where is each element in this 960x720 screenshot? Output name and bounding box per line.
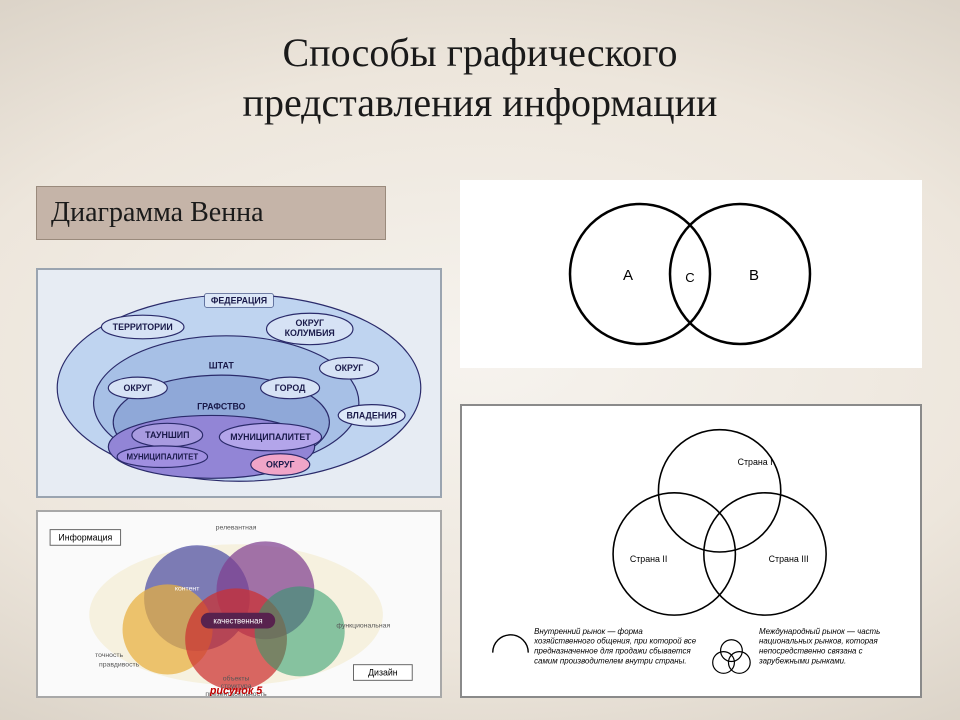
title-line-2: представления информации (243, 80, 718, 125)
venn-label-a: A (623, 267, 633, 284)
pill-0: ТЕРРИТОРИИ (101, 315, 184, 339)
c3-top (658, 430, 780, 552)
title-line-1: Способы графического (283, 30, 678, 75)
box-design-label: Дизайн (368, 667, 398, 677)
colorful-svg: Информация Дизайн качественная релевантн… (38, 512, 440, 696)
subtitle-box: Диаграмма Венна (36, 186, 386, 240)
svg-text:КОЛУМБИЯ: КОЛУМБИЯ (285, 328, 335, 338)
colorful-venn-panel: Информация Дизайн качественная релевантн… (36, 510, 442, 698)
legend-right-text: Международный рынок — часть национальных… (759, 627, 909, 666)
legend-left-text-wrap: Внутренний рынок — форма хозяйственного … (534, 627, 702, 690)
nested-ellipses-panel: ФЕДЕРАЦИЯ ШТАТ ГРАФСТВО ТЕРРИТОРИИ ОКРУГ… (36, 268, 442, 498)
svg-text:ОКРУГ: ОКРУГ (295, 318, 324, 328)
venn-ab-svg: A C B (460, 180, 922, 368)
tl-5: объекты (223, 674, 250, 682)
pill-3: ОКРУГ (108, 377, 167, 399)
pill-1: ОКРУГКОЛУМБИЯ (267, 313, 353, 344)
venn-ab-panel: A C B (460, 180, 922, 368)
svg-text:ВЛАДЕНИЯ: ВЛАДЕНИЯ (347, 410, 397, 420)
venn-label-b: B (749, 267, 759, 284)
svg-text:ОКРУГ: ОКРУГ (124, 383, 153, 393)
c3-top-label: Страна I (738, 457, 773, 467)
tl-1: контент (175, 585, 200, 592)
svg-text:ГОРОД: ГОРОД (275, 383, 306, 393)
svg-text:ТЕРРИТОРИИ: ТЕРРИТОРИИ (113, 322, 173, 332)
caption-fig5: рисунок 5 (209, 685, 263, 696)
label-state: ШТАТ (209, 360, 235, 370)
tl-4: функциональная (336, 622, 390, 629)
pill-5: ВЛАДЕНИЯ (338, 405, 405, 427)
legend-left-text: Внутренний рынок — форма хозяйственного … (534, 627, 702, 666)
nested-svg: ФЕДЕРАЦИЯ ШТАТ ГРАФСТВО ТЕРРИТОРИИ ОКРУГ… (38, 270, 440, 496)
svg-text:ОКРУГ: ОКРУГ (266, 460, 295, 470)
label-county: ГРАФСТВО (197, 402, 246, 412)
svg-text:МУНИЦИПАЛИТЕТ: МУНИЦИПАЛИТЕТ (127, 453, 199, 462)
three-venn-panel: Страна I Страна II Страна III Внутренний… (460, 404, 922, 698)
legend-right-icon (713, 640, 750, 674)
svg-text:ОКРУГ: ОКРУГ (335, 363, 364, 373)
svg-text:МУНИЦИПАЛИТЕТ: МУНИЦИПАЛИТЕТ (230, 432, 311, 442)
three-svg: Страна I Страна II Страна III Внутренний… (462, 406, 920, 696)
box-info-label: Информация (58, 532, 112, 542)
label-federation: ФЕДЕРАЦИЯ (211, 295, 267, 305)
legend-right-text-wrap: Международный рынок — часть национальных… (759, 627, 909, 690)
tl-2: точность (95, 652, 123, 659)
page-title: Способы графического представления инфор… (36, 28, 924, 128)
tl-0: релевантная (216, 525, 257, 532)
svg-text:ТАУНШИП: ТАУНШИП (145, 430, 189, 440)
slide: Способы графического представления инфор… (0, 0, 960, 720)
c3-right-label: Страна III (769, 554, 809, 564)
pill-4: ГОРОД (261, 377, 320, 399)
c3-left-label: Страна II (630, 554, 668, 564)
subtitle-text: Диаграмма Венна (51, 197, 264, 229)
pill-7: МУНИЦИПАЛИТЕТ (219, 423, 321, 451)
venn-label-c: C (685, 270, 694, 285)
pill-2: ОКРУГ (320, 357, 379, 379)
legend-left-icon (493, 635, 529, 653)
pill-8: МУНИЦИПАЛИТЕТ (117, 446, 207, 468)
pill-9: ОКРУГ (251, 454, 310, 476)
center-label: качественная (213, 617, 262, 626)
tl-3: правдивость (99, 662, 140, 669)
cc-4 (255, 586, 345, 676)
pill-6: ТАУНШИП (132, 423, 203, 447)
